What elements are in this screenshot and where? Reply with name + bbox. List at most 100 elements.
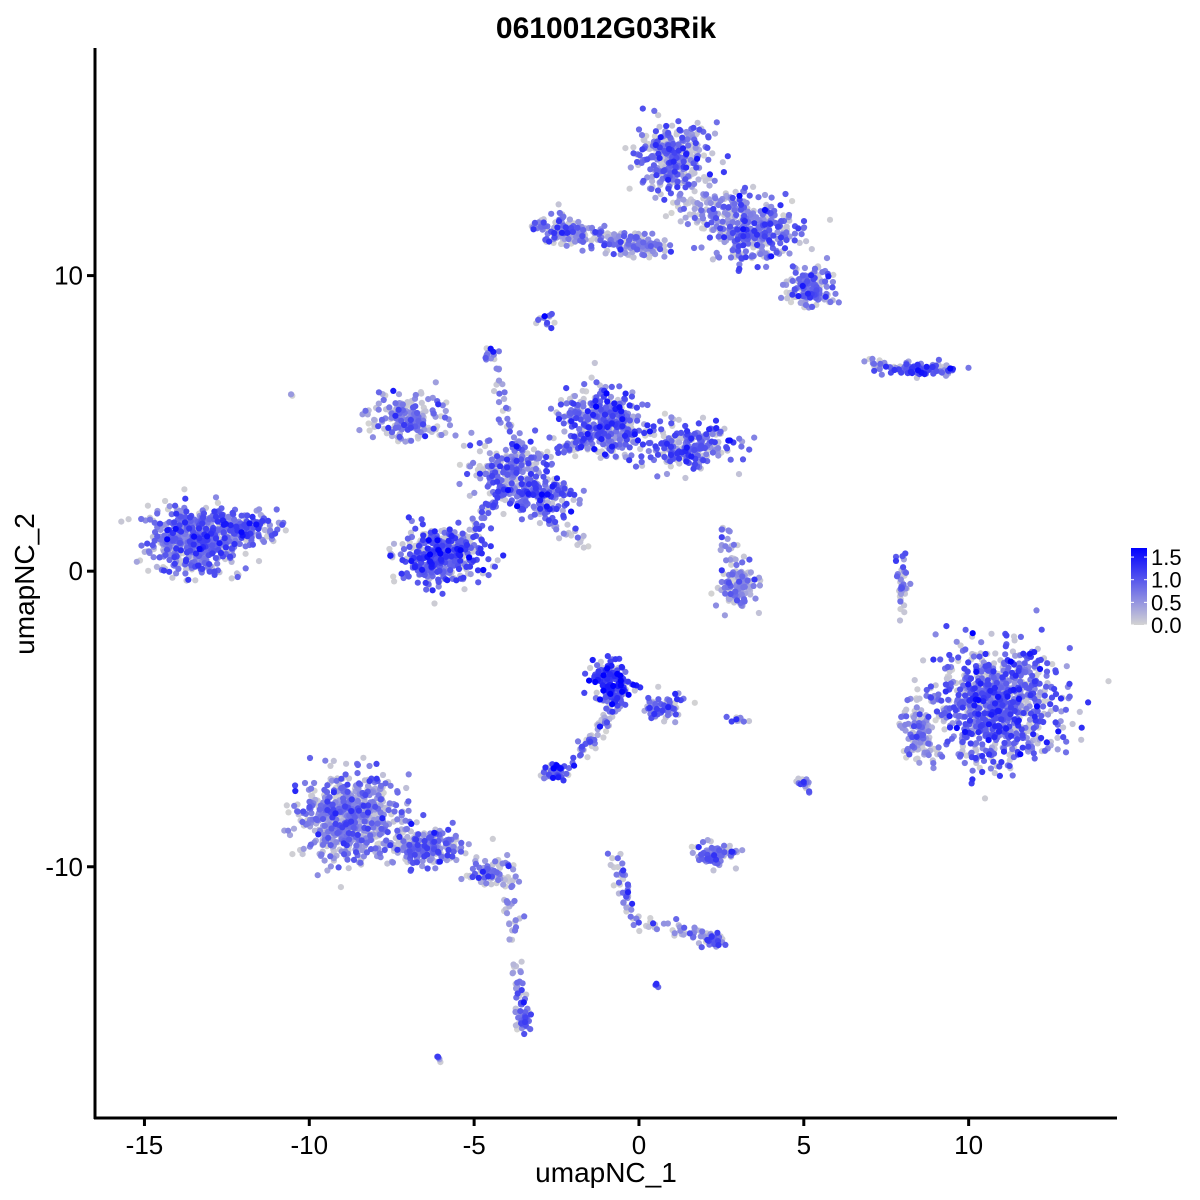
- cell-point: [602, 250, 609, 257]
- cell-point: [877, 360, 884, 367]
- cell-point: [580, 226, 587, 234]
- cell-point: [285, 827, 292, 834]
- cell-point: [530, 446, 538, 453]
- cell-point: [482, 857, 489, 865]
- cell-point: [291, 802, 298, 810]
- cell-point: [546, 434, 553, 441]
- cell-point: [206, 516, 213, 523]
- cell-point: [594, 662, 601, 669]
- cell-point: [563, 400, 570, 407]
- cell-point: [154, 510, 161, 517]
- cell-point: [1044, 711, 1052, 718]
- cell-point: [383, 837, 390, 844]
- cell-point: [518, 958, 525, 965]
- cell-point: [1023, 705, 1030, 712]
- cell-point: [736, 435, 743, 442]
- cell-point: [389, 859, 396, 866]
- cell-point: [318, 851, 325, 858]
- cell-point: [675, 141, 682, 148]
- cell-point: [1011, 637, 1018, 644]
- cell-point: [726, 842, 733, 849]
- cell-point: [408, 437, 415, 444]
- cell-point: [619, 860, 626, 867]
- cell-point: [548, 460, 556, 467]
- cell-point: [541, 775, 548, 782]
- cell-point: [400, 546, 408, 553]
- cell-point: [465, 841, 472, 848]
- cell-point: [715, 445, 722, 452]
- cell-point: [724, 535, 731, 543]
- cell-point: [691, 170, 698, 177]
- cell-point: [829, 278, 837, 286]
- cell-point: [385, 807, 392, 814]
- cell-point: [721, 842, 728, 849]
- cell-point: [376, 831, 383, 838]
- cell-point: [564, 521, 571, 528]
- cell-point: [391, 808, 398, 815]
- cell-point: [637, 445, 644, 453]
- cell-point: [835, 299, 842, 306]
- cell-point: [675, 416, 682, 423]
- cell-point: [512, 873, 519, 880]
- cell-point: [563, 770, 570, 777]
- cell-point: [957, 642, 964, 649]
- cell-point: [786, 250, 793, 257]
- cell-point: [138, 515, 145, 523]
- cell-point: [524, 450, 531, 457]
- cell-point: [680, 196, 687, 203]
- cell-point: [572, 238, 579, 245]
- cell-point: [869, 355, 876, 362]
- cell-point: [819, 269, 826, 276]
- cell-point: [740, 718, 747, 725]
- cell-point: [256, 506, 263, 513]
- cell-point: [691, 205, 698, 212]
- cell-point: [536, 520, 544, 527]
- cell-point: [353, 842, 360, 849]
- cell-point: [743, 199, 750, 206]
- cell-point: [472, 860, 479, 868]
- cell-point: [556, 535, 563, 542]
- cell-point: [591, 359, 598, 367]
- cell-point: [432, 865, 439, 872]
- cell-point: [533, 460, 540, 467]
- cell-point: [299, 818, 306, 826]
- cell-point: [299, 851, 306, 858]
- cell-point: [418, 390, 425, 397]
- cell-point: [752, 595, 759, 602]
- cell-point: [683, 128, 690, 136]
- cell-point: [559, 497, 566, 504]
- cell-point: [614, 855, 621, 862]
- cell-point: [636, 927, 643, 935]
- cell-point: [801, 224, 808, 231]
- cell-point: [553, 526, 560, 533]
- cell-point: [489, 835, 496, 843]
- cell-point: [1040, 703, 1047, 710]
- cell-point: [970, 653, 978, 660]
- cell-point: [1060, 724, 1067, 731]
- cell-point: [415, 417, 422, 425]
- cell-point: [689, 849, 696, 857]
- cell-point: [144, 502, 151, 509]
- cell-point: [556, 209, 563, 217]
- cell-point: [579, 247, 586, 254]
- cell-point: [182, 570, 189, 577]
- cell-point: [673, 131, 680, 138]
- cell-point: [739, 559, 746, 566]
- cell-point: [688, 843, 695, 850]
- cell-point: [976, 735, 983, 742]
- cell-point: [787, 299, 795, 306]
- cell-point: [584, 754, 591, 761]
- cell-point: [785, 211, 793, 219]
- cell-point: [699, 215, 707, 222]
- cell-point: [181, 486, 188, 493]
- cell-point: [399, 401, 406, 408]
- cell-point: [192, 577, 199, 584]
- cell-point: [609, 855, 616, 862]
- cell-point: [601, 222, 608, 229]
- cell-point: [784, 295, 791, 302]
- cell-point: [902, 721, 909, 729]
- cell-point: [616, 383, 623, 390]
- cell-point: [990, 660, 998, 667]
- cell-point: [968, 749, 975, 756]
- cell-point: [512, 1022, 520, 1029]
